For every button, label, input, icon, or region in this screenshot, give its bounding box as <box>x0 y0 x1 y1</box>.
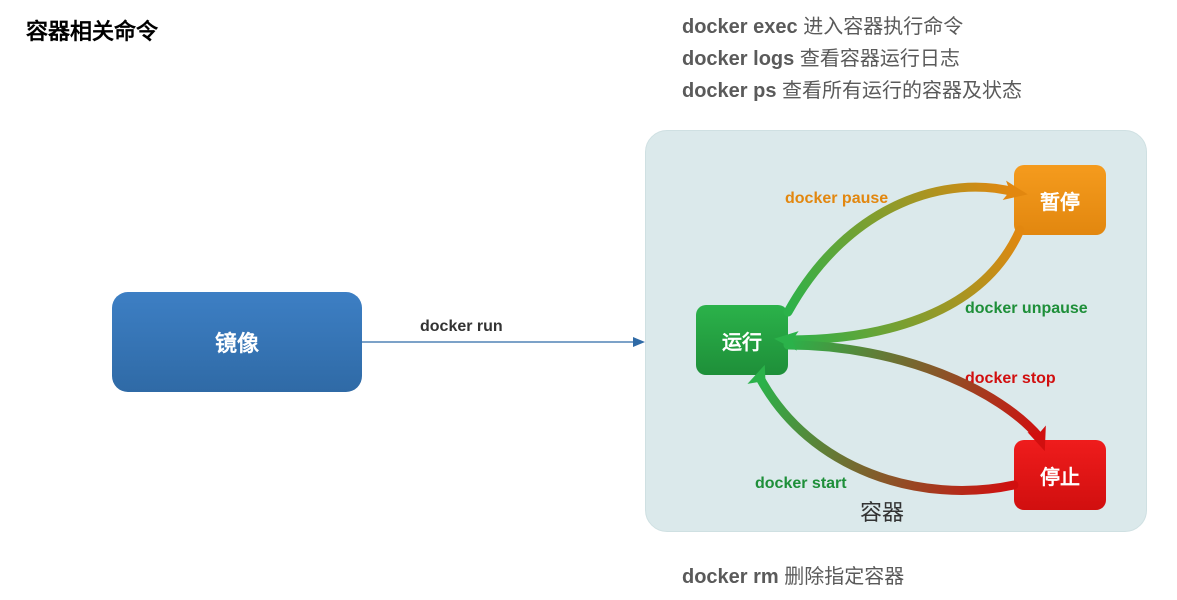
info-exec: docker exec 进入容器执行命令 <box>682 10 963 39</box>
info-logs-desc: 查看容器运行日志 <box>794 48 960 70</box>
node-running: 运行 <box>696 305 788 375</box>
info-ps-cmd: docker ps <box>682 80 776 102</box>
label-start: docker start <box>755 475 847 493</box>
info-rm-desc: 删除指定容器 <box>779 566 905 588</box>
node-stopped: 停止 <box>1014 440 1106 510</box>
info-exec-desc: 进入容器执行命令 <box>798 16 964 38</box>
info-logs: docker logs 查看容器运行日志 <box>682 42 960 71</box>
diagram-title: 容器相关命令 <box>26 14 158 46</box>
label-unpause: docker unpause <box>965 300 1088 318</box>
info-rm: docker rm 删除指定容器 <box>682 560 904 589</box>
info-logs-cmd: docker logs <box>682 48 794 70</box>
node-paused: 暂停 <box>1014 165 1106 235</box>
info-ps: docker ps 查看所有运行的容器及状态 <box>682 74 1022 103</box>
label-stop: docker stop <box>965 370 1056 388</box>
label-run: docker run <box>420 318 503 336</box>
node-image: 镜像 <box>112 292 362 392</box>
label-pause: docker pause <box>785 190 888 208</box>
info-rm-cmd: docker rm <box>682 566 779 588</box>
info-ps-desc: 查看所有运行的容器及状态 <box>776 80 1022 102</box>
info-exec-cmd: docker exec <box>682 16 798 38</box>
container-label: 容器 <box>860 495 904 527</box>
